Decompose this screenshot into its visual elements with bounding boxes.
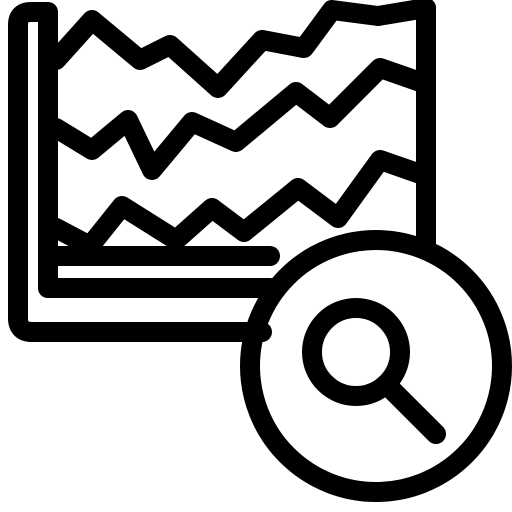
chart-axis-frame [8, 2, 272, 342]
chart-line-top [46, 0, 436, 98]
chart-line-lower [46, 150, 436, 256]
magnifier-badge-circle [240, 230, 512, 502]
chart-plot-border [38, 0, 436, 298]
magnifier-handle [380, 378, 446, 444]
chart-line-middle [46, 58, 436, 180]
magnifier-lens [302, 298, 410, 406]
